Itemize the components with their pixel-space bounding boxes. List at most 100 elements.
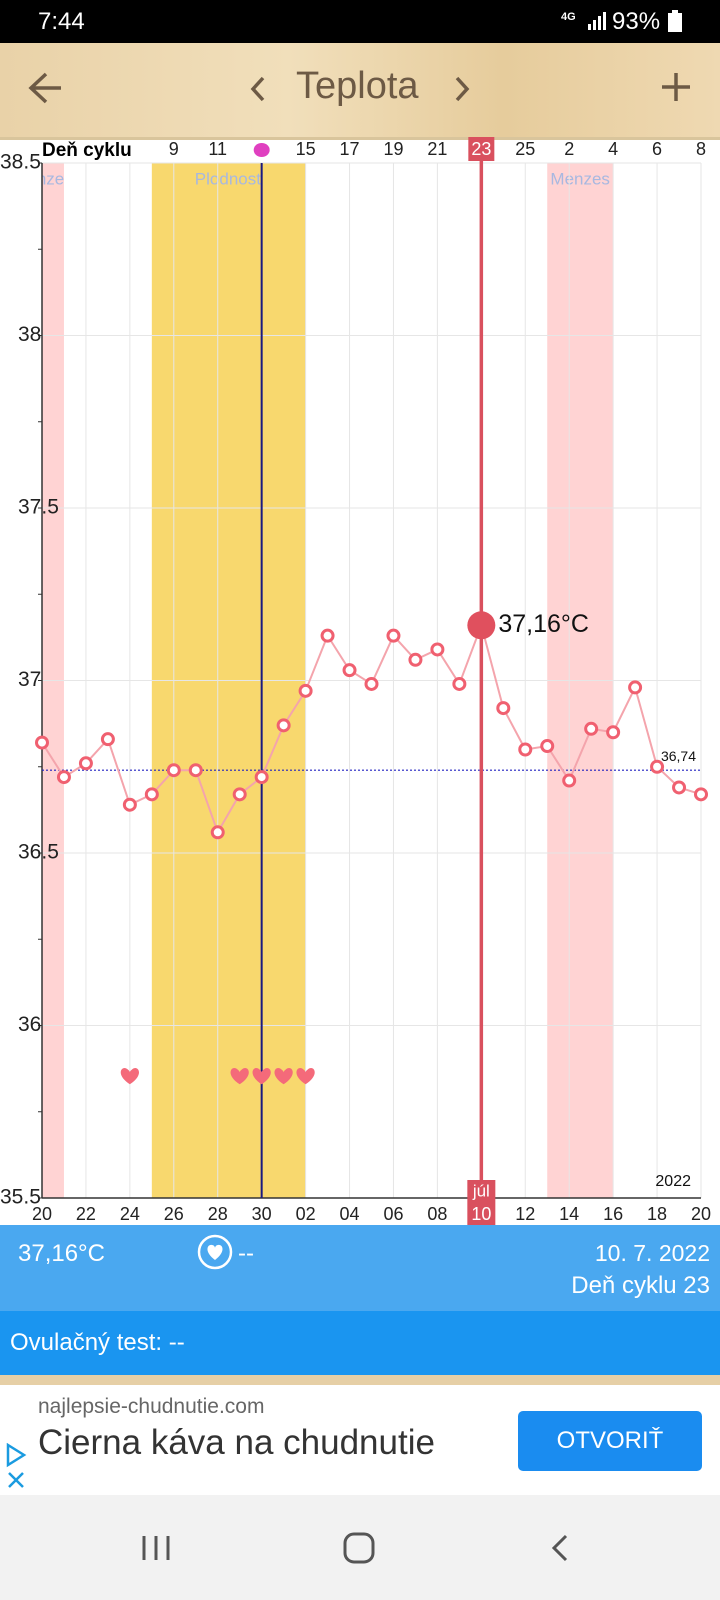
- time: 7:44: [38, 8, 85, 35]
- point: [320, 628, 335, 643]
- point: [122, 797, 137, 812]
- point: [628, 680, 643, 695]
- x-tick-label: 04: [340, 1204, 360, 1224]
- point: [386, 628, 401, 643]
- x-tick-label: 20: [691, 1204, 711, 1224]
- chart: Deň cyklu Menzes Plodnosť Menzes 35.5 36 36.5…: [0, 137, 711, 1225]
- cycle-day-label: 15: [296, 139, 316, 159]
- y-tick-label: 38.5: [0, 151, 41, 174]
- cycle-day-label: 21: [427, 139, 447, 159]
- x-tick-label: 24: [120, 1204, 140, 1224]
- x-tick-label: 14: [559, 1204, 579, 1224]
- heart-icon: [296, 1067, 315, 1085]
- home-button[interactable]: [342, 1531, 376, 1565]
- x-tick-label: 22: [76, 1204, 96, 1224]
- point: [144, 787, 159, 802]
- selected-point: [467, 611, 496, 640]
- band-label: Menzes: [13, 169, 73, 188]
- info-temperature: 37,16°C: [18, 1240, 105, 1267]
- cycle-day-label: 17: [340, 139, 360, 159]
- ad-banner[interactable]: najlepsie-chudnutie.com Cierna káva na c…: [0, 1385, 720, 1495]
- y-tick-label: 36: [18, 1013, 41, 1036]
- wood-strip: [0, 1375, 720, 1385]
- ovulation-bar[interactable]: Ovulačný test: --: [0, 1311, 720, 1375]
- signal-icon: [588, 12, 606, 30]
- y-tick-label: 38: [18, 323, 41, 346]
- recent-button[interactable]: [140, 1533, 174, 1563]
- x-tick-label: 08: [427, 1204, 447, 1224]
- point: [78, 756, 93, 771]
- point: [518, 742, 533, 757]
- cycle-day-label: 2: [564, 139, 574, 159]
- y-tick-label: 37.5: [18, 496, 59, 519]
- point: [364, 676, 379, 691]
- ad-button[interactable]: OTVORIŤ: [518, 1411, 702, 1471]
- back-nav-button[interactable]: [548, 1533, 572, 1563]
- x-tick-label: 16: [603, 1204, 623, 1224]
- back-button[interactable]: [28, 71, 64, 105]
- point: [408, 652, 423, 667]
- selected-badge: [468, 137, 495, 161]
- x-tick-label: 10: [471, 1204, 491, 1224]
- y-tick-label: 37: [18, 668, 41, 691]
- x-tick-label: 02: [296, 1204, 316, 1224]
- header: Teplota: [0, 43, 720, 140]
- info-cycle-day: Deň cyklu 23: [571, 1272, 710, 1299]
- point: [694, 787, 708, 802]
- point: [672, 780, 687, 795]
- point: [188, 763, 203, 778]
- value-label: 37,16°C: [498, 610, 589, 638]
- info-intercourse: --: [238, 1240, 254, 1267]
- reference-label: 36,74: [661, 748, 696, 764]
- cycle-day-label: 6: [652, 139, 662, 159]
- x-tick-label: 30: [252, 1204, 272, 1224]
- month-label: júl: [472, 1181, 490, 1200]
- y-tick-label: 36.5: [18, 841, 59, 864]
- x-tick-label: 20: [32, 1204, 52, 1224]
- ad-icons[interactable]: [4, 1443, 28, 1493]
- point: [298, 683, 313, 698]
- heart-icon: [252, 1067, 271, 1085]
- header-title: Teplota: [296, 65, 419, 107]
- band-label: Menzes: [550, 169, 610, 188]
- intercourse-icon[interactable]: [196, 1233, 234, 1271]
- year-label: 2022: [655, 1173, 691, 1190]
- x-tick-label: 12: [515, 1204, 535, 1224]
- next-button[interactable]: [452, 75, 472, 103]
- x-tick-label: 18: [647, 1204, 667, 1224]
- point: [562, 773, 577, 788]
- point: [540, 739, 555, 754]
- ovulation-icon: [253, 143, 270, 157]
- ad-domain: najlepsie-chudnutie.com: [38, 1395, 265, 1418]
- point: [276, 718, 291, 733]
- cycle-day-label: 23: [471, 139, 491, 159]
- y-tick-label: 35.5: [0, 1186, 41, 1209]
- point: [100, 732, 115, 747]
- cycle-day-label: 19: [383, 139, 403, 159]
- band-label: Plodnosť: [195, 169, 263, 188]
- selected-badge: [467, 1180, 496, 1225]
- x-tick-label: 28: [208, 1204, 228, 1224]
- cycle-day-label: 4: [608, 139, 618, 159]
- battery-icon: [668, 10, 682, 32]
- prev-button[interactable]: [248, 75, 268, 103]
- network: 4G: [561, 11, 576, 23]
- info-date: 10. 7. 2022: [594, 1240, 710, 1266]
- point: [496, 701, 511, 716]
- point: [232, 787, 247, 802]
- point: [430, 642, 445, 657]
- point: [342, 663, 357, 678]
- x-tick-label: 26: [164, 1204, 184, 1224]
- ovulation-test: Ovulačný test: --: [10, 1329, 185, 1356]
- point: [452, 676, 467, 691]
- ad-headline: Cierna káva na chudnutie: [38, 1423, 435, 1462]
- info-bar: 37,16°C -- 10. 7. 2022 Deň cyklu 23: [0, 1225, 720, 1311]
- point: [166, 763, 181, 778]
- point: [584, 721, 599, 736]
- cycle-day-label: 9: [169, 139, 179, 159]
- point: [650, 759, 665, 774]
- status-bar: 7:44 4G 93%: [0, 0, 720, 43]
- point: [35, 735, 49, 750]
- nav-bar: [0, 1495, 720, 1600]
- add-button[interactable]: [660, 71, 692, 103]
